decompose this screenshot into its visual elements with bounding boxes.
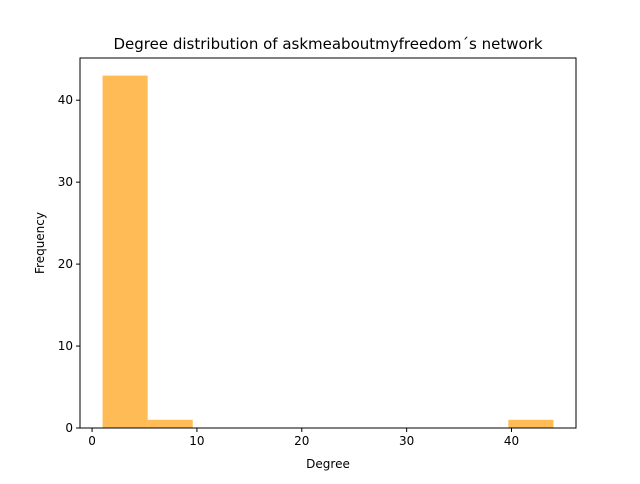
x-tick-label: 10: [189, 434, 204, 448]
histogram-bar-0: [102, 75, 148, 429]
y-tick-label: 40: [58, 93, 73, 107]
y-tick-label: 30: [58, 175, 73, 189]
y-axis-label: Frequency: [33, 212, 47, 274]
histogram-bar-9: [508, 419, 554, 428]
x-tick-label: 30: [399, 434, 414, 448]
x-tick-label: 40: [504, 434, 519, 448]
chart-title: Degree distribution of askmeaboutmyfreed…: [113, 35, 542, 53]
y-axis-ticks: 0 10 20 30 40: [58, 93, 80, 435]
histogram-bar-1: [147, 419, 193, 428]
x-axis-label: Degree: [306, 457, 350, 471]
y-tick-label: 20: [58, 257, 73, 271]
y-tick-label: 10: [58, 339, 73, 353]
histogram-bars: [102, 75, 554, 429]
x-axis-ticks: 0 10 20 30 40: [88, 428, 519, 448]
plot-frame: [79, 57, 577, 429]
y-tick-label: 0: [65, 421, 73, 435]
x-tick-label: 20: [294, 434, 309, 448]
x-tick-label: 0: [88, 434, 96, 448]
